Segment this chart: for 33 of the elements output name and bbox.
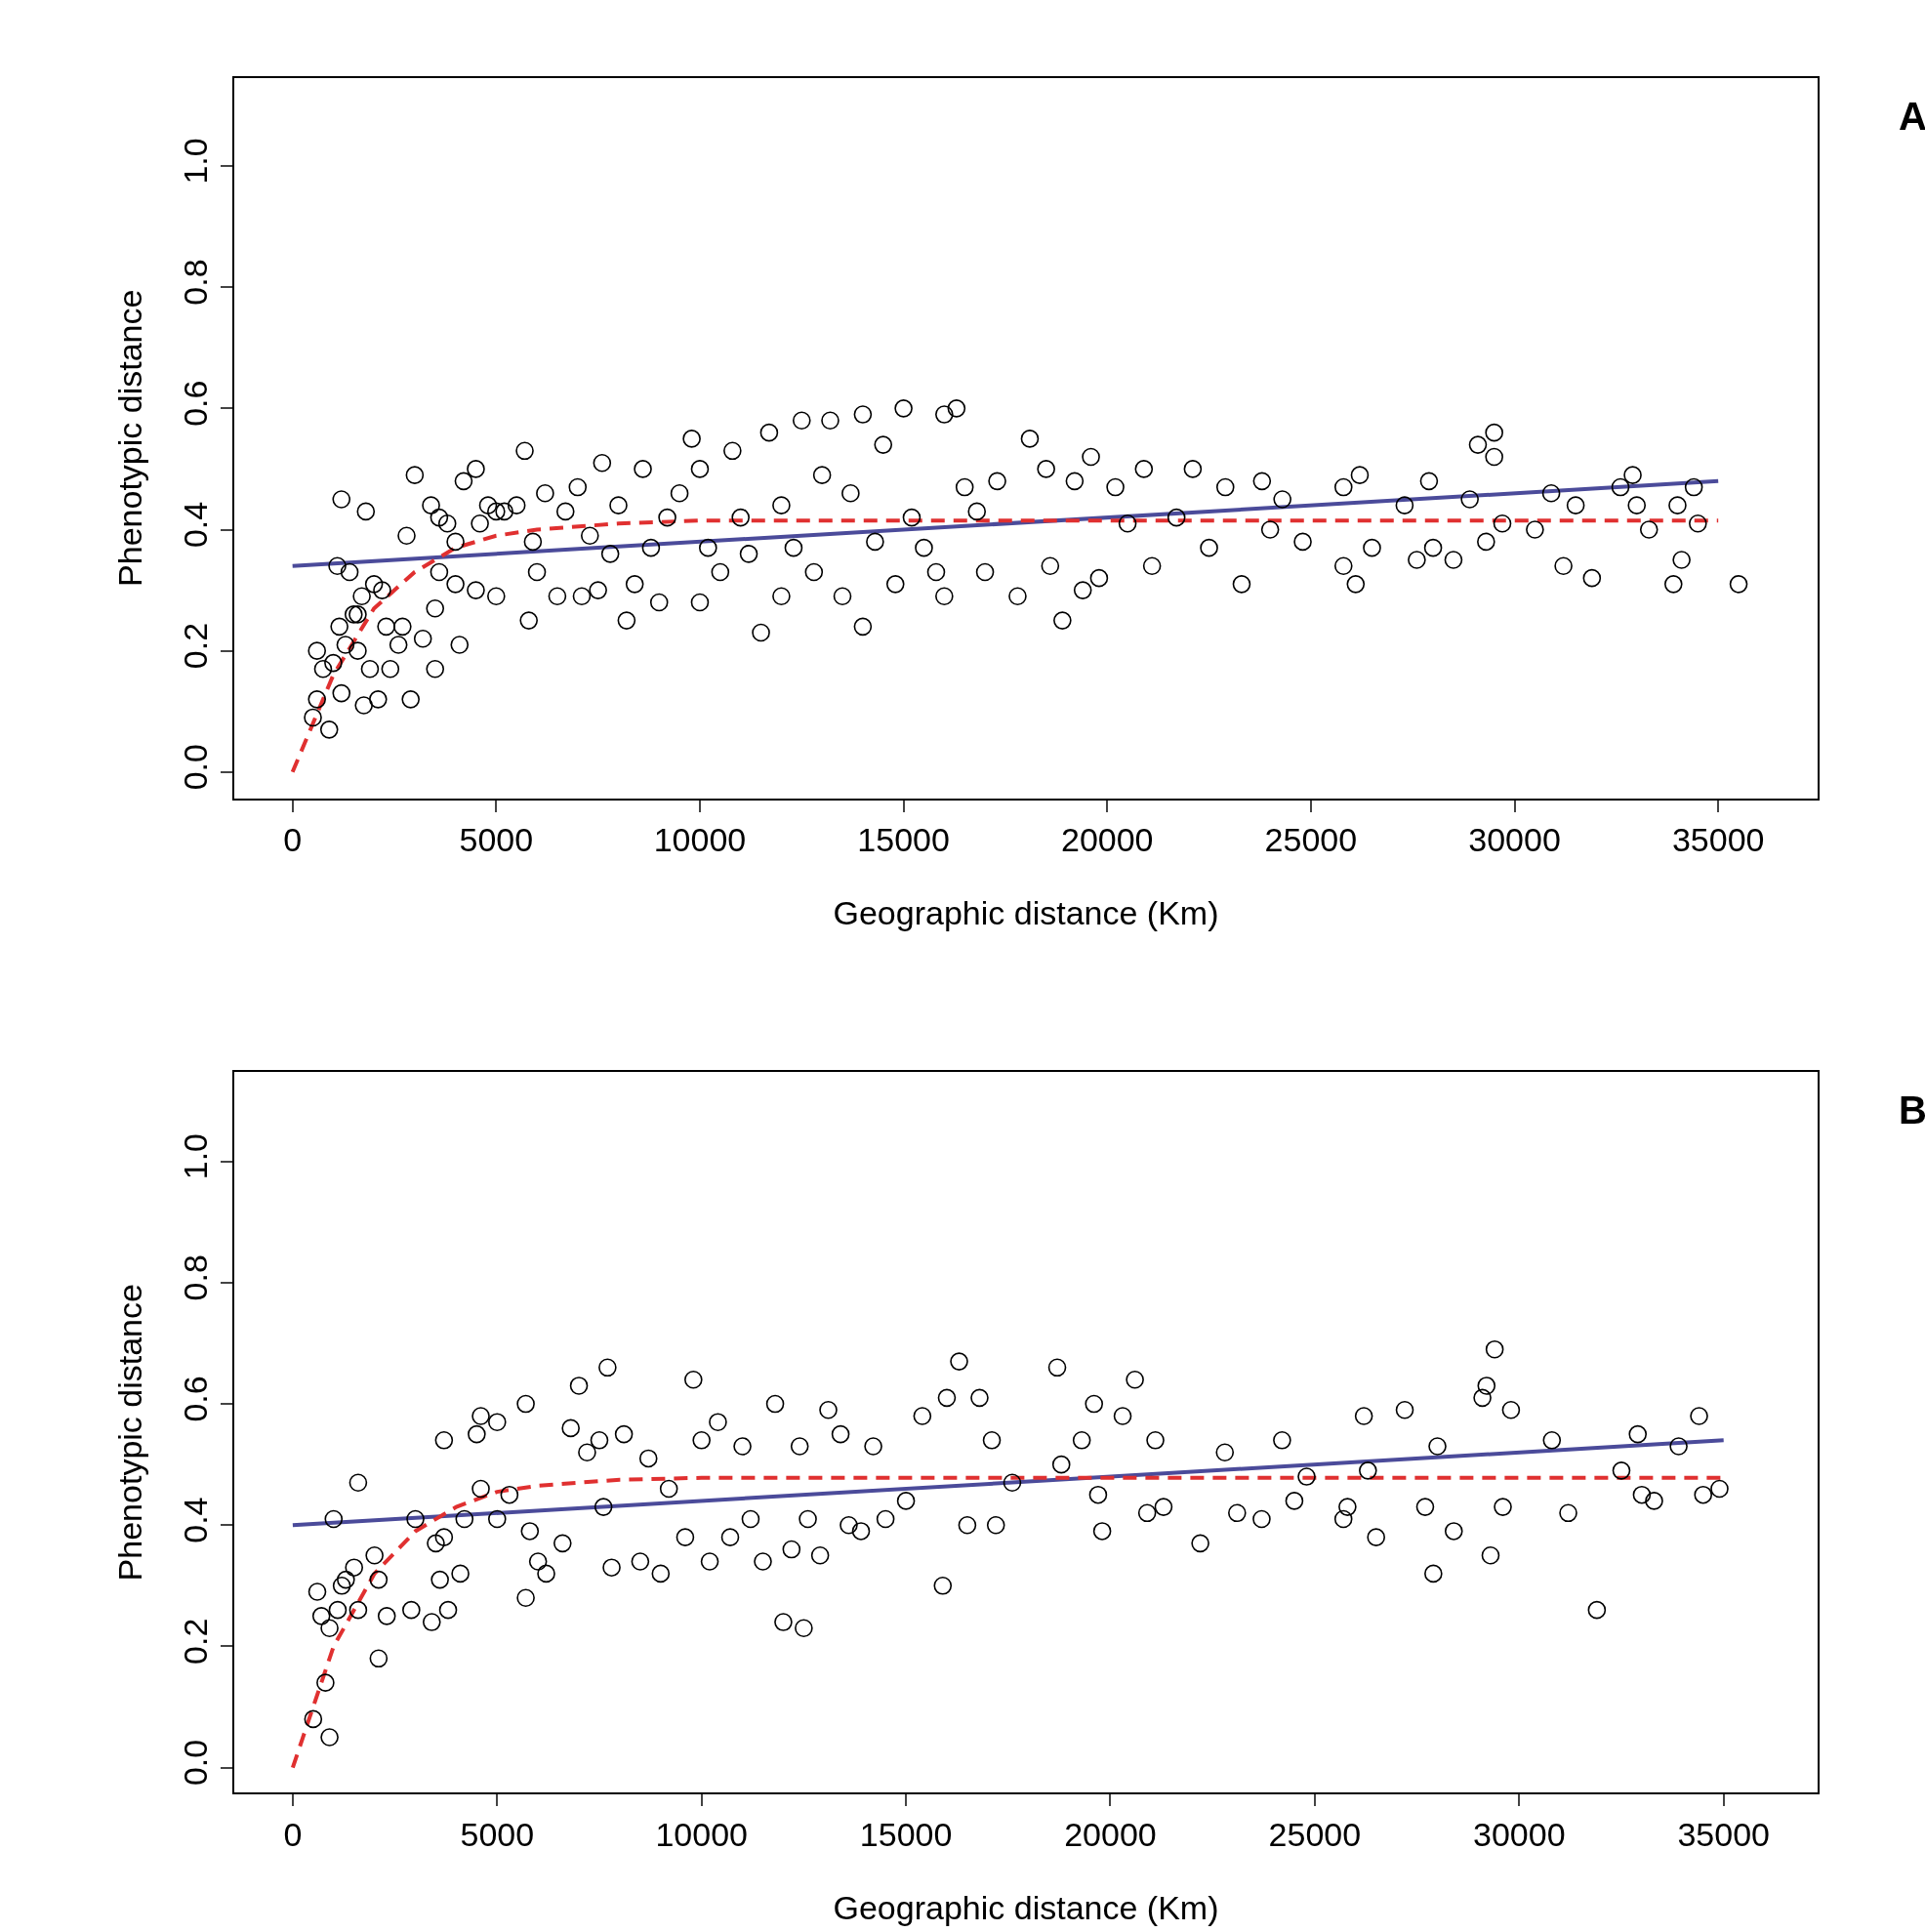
x-tick-label: 10000: [653, 821, 747, 859]
x-tick-label: 0: [283, 821, 303, 859]
y-tick-label: 0.2: [177, 622, 215, 670]
x-tick-label: 20000: [1060, 821, 1154, 859]
y-tick-label: 0.4: [177, 501, 215, 549]
x-tick-label: 0: [283, 1815, 303, 1853]
x-tick-label: 5000: [460, 1815, 535, 1853]
y-axis-title: Phenotypic distance: [111, 289, 149, 587]
y-tick-label: 0.6: [177, 1376, 215, 1422]
y-tick-label: 0.4: [177, 1497, 215, 1543]
y-axis-title: Phenotypic distance: [111, 1284, 149, 1582]
y-tick-label: 0.8: [177, 1254, 215, 1301]
x-tick-label: 25000: [1268, 1815, 1362, 1853]
x-axis-title: Geographic distance (Km): [833, 894, 1219, 932]
y-tick-label: 0.8: [177, 259, 215, 306]
x-tick-label: 5000: [459, 821, 534, 859]
x-tick-label: 35000: [1671, 821, 1765, 859]
x-tick-label: 15000: [857, 821, 950, 859]
x-tick-label: 25000: [1264, 821, 1358, 859]
y-tick-label: 0.2: [177, 1618, 215, 1665]
y-tick-label: 1.0: [177, 138, 215, 185]
text: B: [1899, 1089, 1925, 1131]
y-tick-label: 0.0: [177, 1739, 215, 1787]
y-tick-label: 1.0: [177, 1133, 215, 1180]
y-tick-label: 0.6: [177, 380, 215, 427]
x-tick-label: 30000: [1468, 821, 1561, 859]
x-tick-label: 20000: [1064, 1815, 1157, 1853]
y-tick-label: 0.0: [177, 744, 215, 791]
x-tick-label: 10000: [655, 1815, 748, 1853]
x-tick-label: 30000: [1473, 1815, 1566, 1853]
x-axis-title: Geographic distance (Km): [833, 1888, 1219, 1926]
x-tick-label: 35000: [1677, 1815, 1770, 1853]
x-tick-label: 15000: [859, 1815, 953, 1853]
